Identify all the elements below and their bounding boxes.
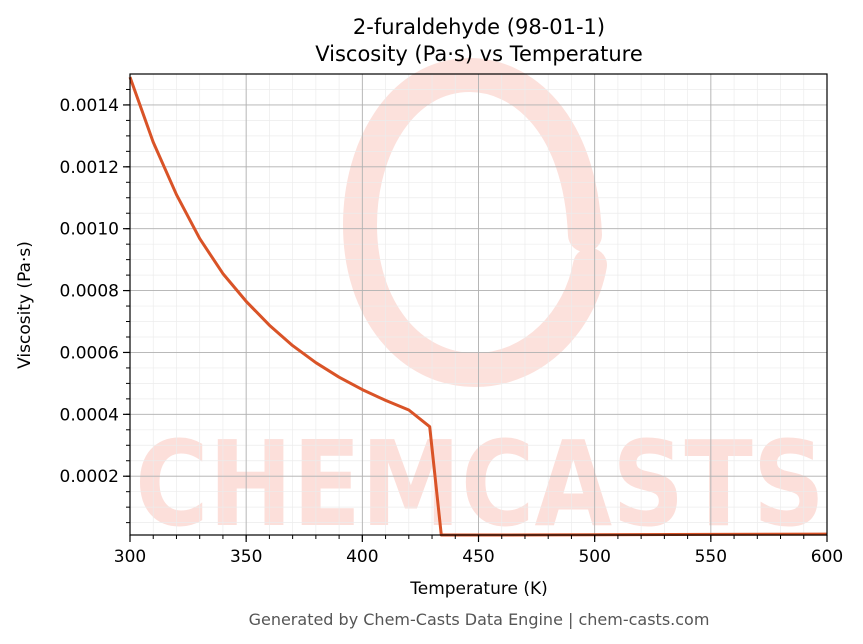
x-tick-label: 600 — [811, 547, 843, 567]
y-axis-label: Viscosity (Pa·s) — [15, 241, 35, 369]
y-tick-label: 0.0002 — [60, 467, 119, 487]
watermark-ring — [342, 57, 607, 388]
footer-credit: Generated by Chem-Casts Data Engine | ch… — [249, 610, 710, 629]
x-tick-label: 350 — [230, 547, 262, 567]
y-tick-label: 0.0008 — [60, 282, 119, 302]
x-tick-label: 300 — [114, 547, 146, 567]
chart-subtitle: Viscosity (Pa·s) vs Temperature — [315, 42, 643, 66]
x-tick-label: 400 — [346, 547, 378, 567]
watermark: CHEMCASTS — [135, 57, 825, 553]
x-tick-label: 450 — [462, 547, 494, 567]
chart-title: 2-furaldehyde (98-01-1) — [353, 15, 605, 39]
y-tick-label: 0.0010 — [60, 220, 119, 240]
y-tick-label: 0.0004 — [60, 405, 119, 425]
y-tick-label: 0.0014 — [60, 96, 119, 116]
y-tick-label: 0.0012 — [60, 158, 119, 178]
x-axis-label: Temperature (K) — [409, 579, 548, 599]
watermark-text: CHEMCASTS — [135, 415, 825, 553]
y-axis: 0.0002 0.0004 0.0006 0.0008 0.0010 0.0012 0.00… — [60, 88, 130, 524]
x-tick-label: 500 — [578, 547, 610, 567]
x-axis: 300 350 400 450 500 550 600 — [114, 535, 843, 567]
y-tick-label: 0.0006 — [60, 343, 119, 363]
x-tick-label: 550 — [695, 547, 727, 567]
